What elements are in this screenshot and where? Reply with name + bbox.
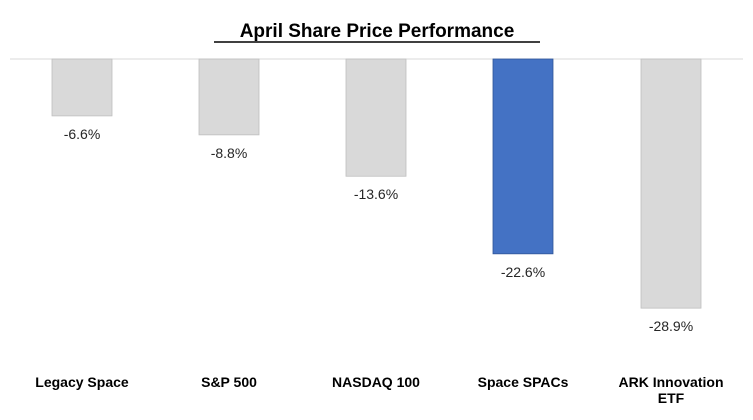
value-label-3: -22.6%	[501, 264, 545, 280]
chart-title: April Share Price Performance	[240, 21, 515, 42]
category-label-4-line-0: ARK Innovation	[619, 374, 724, 390]
value-labels-group: -6.6% -8.8% -13.6% -22.6% -28.9%	[64, 126, 693, 334]
value-label-1: -8.8%	[211, 145, 248, 161]
bars-group	[51, 58, 702, 309]
category-label-4: ARK Innovation ETF	[619, 374, 724, 406]
value-label-4: -28.9%	[649, 318, 693, 334]
bar-1	[198, 58, 260, 136]
category-label-1-line-0: S&P 500	[201, 374, 257, 390]
bar-2	[345, 58, 407, 177]
category-label-2: NASDAQ 100	[332, 374, 420, 390]
bar-0	[51, 58, 113, 117]
category-labels-group: Legacy Space S&P 500 NASDAQ 100 Space SPACs…	[35, 374, 723, 406]
category-label-4-line-1: ETF	[658, 390, 685, 406]
category-label-1: S&P 500	[201, 374, 257, 390]
value-label-0: -6.6%	[64, 126, 101, 142]
category-label-2-line-0: NASDAQ 100	[332, 374, 420, 390]
value-label-2: -13.6%	[354, 186, 398, 202]
category-label-0: Legacy Space	[35, 374, 129, 390]
category-label-3: Space SPACs	[478, 374, 569, 390]
bar-3	[492, 58, 554, 255]
category-label-0-line-0: Legacy Space	[35, 374, 129, 390]
bar-4	[640, 58, 702, 309]
category-label-3-line-0: Space SPACs	[478, 374, 569, 390]
